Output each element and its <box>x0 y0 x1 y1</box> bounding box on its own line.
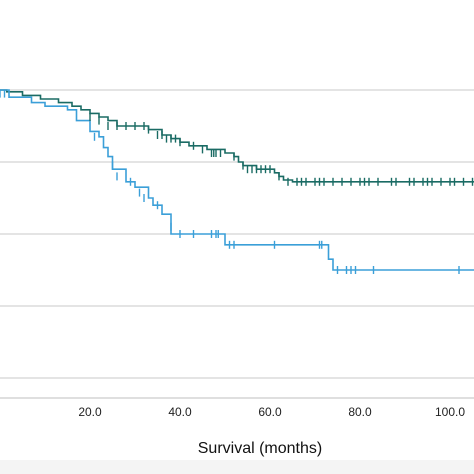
x-tick-label: 40.0 <box>168 405 192 419</box>
bottom-margin <box>0 460 474 474</box>
x-tick-label: 60.0 <box>258 405 282 419</box>
gridlines <box>0 89 474 379</box>
x-axis-title: Survival (months) <box>198 440 322 457</box>
x-tick-labels: 20.0 40.0 60.0 80.0 100.0 <box>78 405 465 419</box>
censor-marks <box>0 89 474 274</box>
x-tick-label: 20.0 <box>78 405 102 419</box>
x-tick-label: 80.0 <box>348 405 372 419</box>
survival-curve-1 <box>0 89 474 183</box>
x-tick-label: 100.0 <box>435 405 465 419</box>
survival-curve-2 <box>0 89 474 271</box>
survival-curves <box>0 89 474 271</box>
